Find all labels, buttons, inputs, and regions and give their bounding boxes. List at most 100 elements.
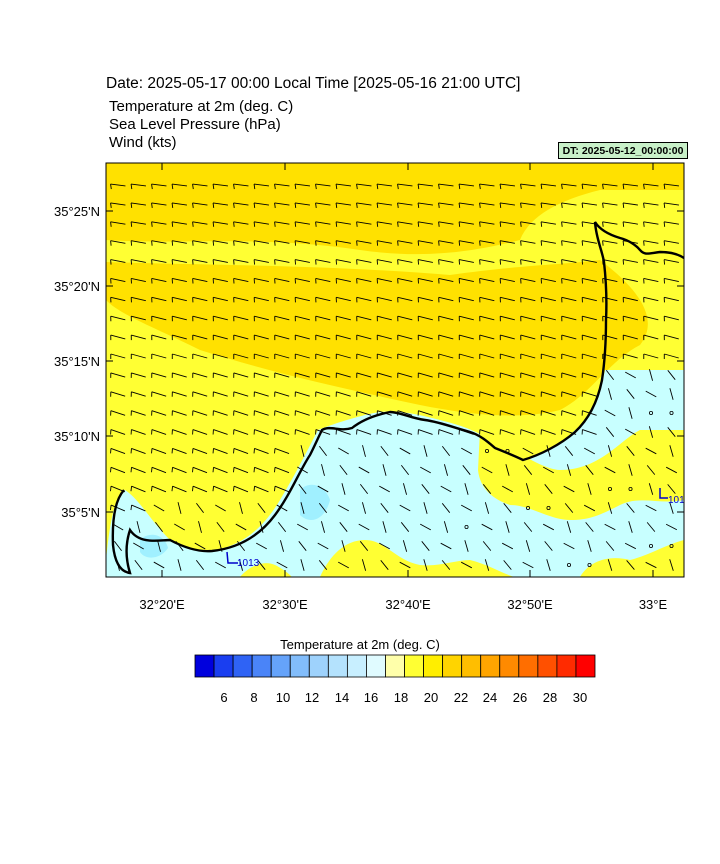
wind-barb [520, 183, 536, 187]
wind-barb [628, 521, 633, 533]
wind-barb [315, 353, 331, 359]
wind-barb-feather [581, 202, 584, 208]
wind-barb-feather [171, 184, 174, 190]
wind-barb [500, 296, 515, 302]
colorbar-box [423, 654, 444, 678]
wind-barb [582, 334, 597, 340]
lat-label: 35°25'N [54, 204, 100, 219]
wind-barb [399, 561, 411, 569]
wind-barb [397, 372, 413, 378]
wind-barb-feather [294, 184, 297, 190]
wind-barb [438, 296, 454, 302]
wind-barb [602, 259, 618, 263]
wind-barb [438, 372, 454, 378]
wind-barb-feather [253, 240, 256, 246]
isobar-label-1013: 1013 [237, 558, 260, 569]
wind-barb [623, 202, 638, 206]
wind-barb [315, 240, 331, 244]
wind-barb [479, 334, 495, 340]
wind-barb [418, 259, 433, 263]
wind-barb [585, 522, 594, 532]
wind-barb [110, 466, 126, 474]
wind-barb-feather [438, 240, 440, 246]
wind-barb [112, 523, 124, 531]
wind-barb [192, 466, 208, 474]
wind-barb [479, 429, 495, 435]
wind-barb-feather [417, 240, 420, 246]
wind-barb [110, 278, 126, 282]
wind-barb [151, 221, 167, 225]
wind-barb [198, 521, 202, 533]
wind-barb [274, 372, 290, 378]
wind-barb-feather [233, 240, 235, 246]
wind-barb [274, 278, 290, 282]
wind-barb-feather [417, 202, 420, 208]
wind-barb [561, 315, 577, 321]
wind-barb [254, 429, 269, 435]
wind-barb [382, 521, 387, 533]
wind-barb [561, 202, 577, 206]
wind-barb-feather [294, 240, 297, 246]
wind-barb [377, 278, 392, 282]
wind-barb [397, 296, 413, 302]
wind-barb [418, 410, 433, 416]
wind-barb [582, 353, 597, 359]
wind-barb [479, 240, 495, 244]
wind-barb [582, 372, 597, 378]
wind-barb [669, 388, 674, 400]
wind-barb [397, 391, 413, 397]
wind-barb [525, 483, 531, 495]
wind-barb [172, 183, 187, 187]
wind-barb [274, 259, 290, 263]
wind-barb [317, 485, 329, 493]
wind-barb [500, 315, 515, 321]
colorbar-box [461, 654, 482, 678]
wind-barb [233, 485, 249, 493]
wind-barb [151, 202, 167, 206]
calm-wind-circle [567, 563, 572, 568]
wind-barb-feather [602, 184, 604, 190]
wind-barb [233, 410, 249, 416]
calm-wind-circle [649, 410, 654, 415]
wind-barb [172, 353, 187, 359]
wind-barb [418, 353, 433, 359]
wind-barb [172, 485, 187, 493]
wind-barb-feather [192, 240, 194, 246]
wind-barb [215, 504, 226, 512]
wind-barb [192, 259, 208, 263]
wind-barb [459, 410, 474, 416]
wind-barb-feather [581, 184, 584, 190]
wind-barb [295, 391, 310, 397]
wind-barb [626, 389, 635, 399]
wind-barb [172, 296, 187, 302]
wind-barb [397, 240, 413, 244]
map-plot-area [106, 163, 684, 577]
wind-barb [482, 484, 492, 494]
wind-barb [336, 278, 351, 282]
wind-barb [110, 372, 126, 378]
wind-barb [177, 559, 182, 571]
wind-barb [257, 560, 266, 570]
wind-barb [338, 504, 349, 512]
wind-barb [341, 540, 346, 552]
wind-barb [479, 202, 495, 206]
colorbar-label: 18 [393, 690, 409, 705]
wind-barb [459, 296, 474, 302]
wind-barb [192, 278, 208, 282]
wind-barb-feather [622, 221, 625, 227]
wind-barb [274, 485, 290, 493]
wind-barb [274, 240, 290, 244]
wind-barb-feather [151, 240, 153, 246]
wind-barb [438, 221, 454, 225]
wind-barb [669, 445, 674, 457]
wind-barb [459, 391, 474, 397]
wind-barb [397, 429, 413, 435]
wind-barb [648, 426, 654, 438]
wind-barb [587, 483, 592, 495]
wind-barb [157, 540, 161, 552]
wind-barb [520, 334, 536, 340]
wind-barb [440, 485, 452, 493]
wind-barb [541, 202, 556, 206]
wind-barb [254, 183, 269, 187]
